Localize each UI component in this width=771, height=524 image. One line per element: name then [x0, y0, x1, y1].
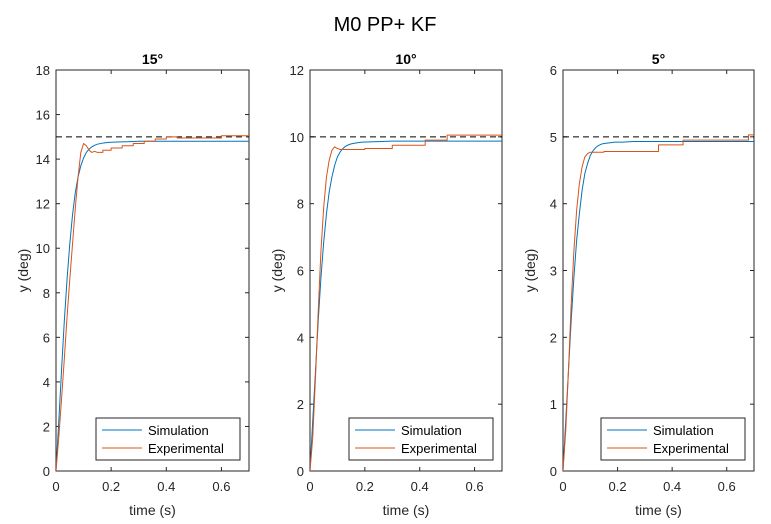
x-axis-label: time (s)	[129, 502, 176, 518]
y-tick-label: 8	[43, 286, 50, 301]
x-tick-label: 0	[559, 479, 566, 494]
series-line-experimental	[310, 134, 502, 471]
series-line-experimental	[563, 134, 754, 471]
y-tick-label: 0	[550, 464, 557, 479]
x-tick-label: 0.4	[157, 479, 175, 494]
x-axis-label: time (s)	[383, 502, 430, 518]
x-tick-label: 0.6	[466, 479, 484, 494]
axes-box	[55, 69, 250, 472]
legend-label: Simulation	[148, 423, 209, 438]
x-tick-label: 0.2	[609, 479, 627, 494]
x-tick-label: 0.4	[411, 479, 429, 494]
y-tick-label: 0	[297, 464, 304, 479]
x-tick-label: 0.4	[663, 479, 681, 494]
plot-area	[310, 134, 502, 471]
y-tick-label: 18	[36, 63, 50, 78]
x-tick-label: 0.6	[718, 479, 736, 494]
x-tick-label: 0	[306, 479, 313, 494]
y-tick-label: 12	[36, 197, 50, 212]
y-tick-label: 1	[550, 397, 557, 412]
x-tick-label: 0.2	[102, 479, 120, 494]
series-line-simulation	[310, 140, 502, 471]
y-tick-label: 10	[290, 130, 304, 145]
y-tick-label: 4	[550, 197, 557, 212]
x-tick-label: 0	[52, 479, 59, 494]
y-tick-label: 4	[43, 375, 50, 390]
y-tick-label: 3	[550, 264, 557, 279]
y-tick-label: 14	[36, 152, 50, 167]
axes-box	[562, 69, 755, 472]
y-tick-label: 5	[550, 130, 557, 145]
legend-label: Experimental	[148, 441, 224, 456]
x-tick-label: 0.6	[212, 479, 230, 494]
legend-box	[348, 417, 494, 461]
legend-label: Simulation	[653, 423, 714, 438]
subplot-title: 5°	[652, 51, 665, 67]
y-tick-label: 2	[550, 330, 557, 345]
legend-box	[95, 417, 241, 461]
subplot-title: 10°	[395, 51, 416, 67]
y-axis-label: y (deg)	[269, 249, 285, 293]
y-tick-label: 16	[36, 108, 50, 123]
plot-area	[56, 135, 249, 471]
legend-box	[600, 417, 746, 461]
plot-area	[563, 134, 754, 471]
series-line-simulation	[56, 140, 249, 471]
y-tick-label: 2	[43, 419, 50, 434]
y-tick-label: 12	[290, 63, 304, 78]
legend: Simulation Experimental	[95, 417, 241, 461]
y-tick-label: 0	[43, 464, 50, 479]
y-axis-label: y (deg)	[15, 249, 31, 293]
legend-label: Experimental	[653, 441, 729, 456]
x-tick-label: 0.2	[356, 479, 374, 494]
y-tick-label: 6	[550, 63, 557, 78]
subplot-title: 15°	[142, 51, 163, 67]
subplot-3: 0 0.2 0.4 0.6 0 1 2 3 4 5 6 5° time (s) y (deg) Simula…	[522, 51, 755, 518]
y-tick-label: 6	[43, 330, 50, 345]
x-axis-label: time (s)	[635, 502, 682, 518]
y-axis-label: y (deg)	[522, 249, 538, 293]
subplot-2: 0 0.2 0.4 0.6 0 2 4 6 8 10 12 10° time (s) y (deg) Sim…	[269, 51, 503, 518]
legend-label: Experimental	[401, 441, 477, 456]
y-tick-label: 2	[297, 397, 304, 412]
legend: Simulation Experimental	[348, 417, 494, 461]
axes-box	[309, 69, 503, 472]
y-tick-label: 8	[297, 197, 304, 212]
y-tick-label: 10	[36, 241, 50, 256]
figure-title: M0 PP+ KF	[334, 14, 437, 36]
y-tick-label: 6	[297, 264, 304, 279]
series-line-simulation	[563, 141, 754, 471]
y-tick-label: 4	[297, 330, 304, 345]
legend: Simulation Experimental	[600, 417, 746, 461]
subplot-1: 0 0.2 0.4 0.6 0 2 4 6 8 10 12 14 16 18 15° time (s) y (d…	[15, 51, 250, 518]
series-line-experimental	[56, 135, 249, 471]
legend-label: Simulation	[401, 423, 462, 438]
